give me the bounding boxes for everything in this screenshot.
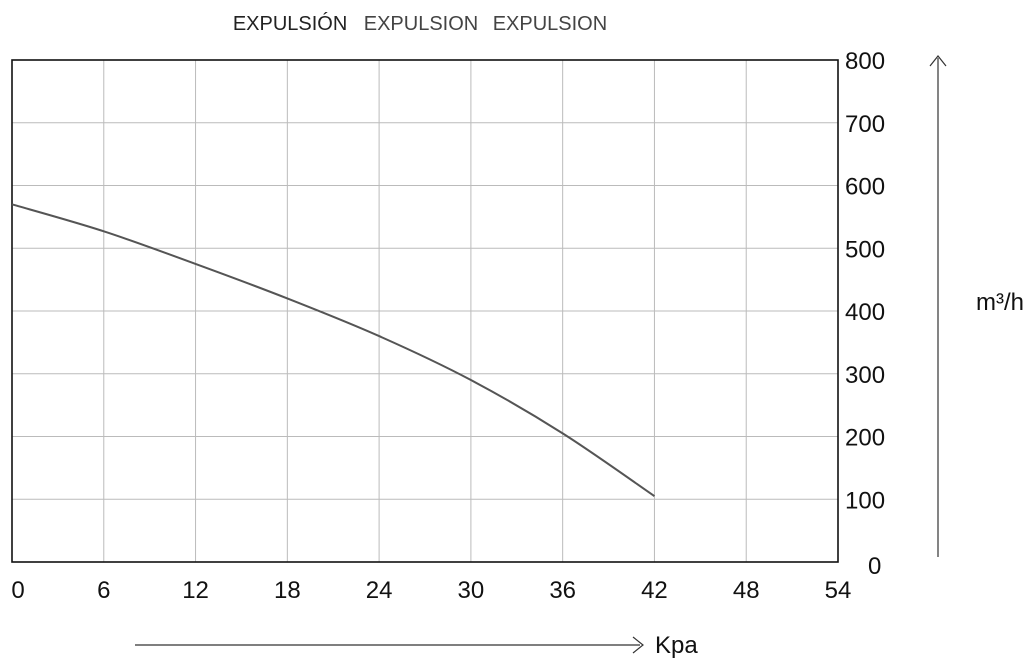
x-tick-label-12: 12	[182, 577, 209, 604]
x-tick-labels: 0 6 12 18 24 30 36 42 48 54	[11, 577, 851, 604]
x-tick-label-6: 6	[97, 577, 110, 604]
plot-frame	[11, 59, 839, 563]
x-axis-label: Kpa	[655, 632, 698, 659]
x-tick-label-42: 42	[641, 577, 668, 604]
x-tick-label-36: 36	[549, 577, 576, 604]
title-part-1: EXPULSIÓN	[233, 12, 347, 35]
x-tick-label-48: 48	[733, 577, 760, 604]
x-axis-arrow-head	[632, 636, 644, 654]
y-tick-label-300: 300	[845, 362, 885, 389]
series-line-0	[11, 203, 656, 497]
x-tick-label-24: 24	[366, 577, 393, 604]
y-tick-labels: 0 100 200 300 400 500 600 700 800	[845, 48, 885, 580]
chart-title: EXPULSIÓN EXPULSION EXPULSION	[233, 12, 607, 35]
y-tick-label-400: 400	[845, 299, 885, 326]
y-tick-label-200: 200	[845, 425, 885, 452]
x-tick-label-30: 30	[458, 577, 485, 604]
series-group	[11, 203, 656, 497]
y-tick-label-800: 800	[845, 48, 885, 75]
y-tick-label-600: 600	[845, 174, 885, 201]
x-tick-label-0: 0	[11, 577, 24, 604]
y-tick-label-700: 700	[845, 111, 885, 138]
x-tick-label-54: 54	[825, 577, 852, 604]
y-axis-label: m³/h	[976, 289, 1024, 316]
y-tick-label-500: 500	[845, 236, 885, 263]
y-tick-label-100: 100	[845, 487, 885, 514]
title-part-2: EXPULSION	[364, 13, 478, 35]
y-tick-label-0: 0	[868, 553, 881, 580]
grid-lines	[12, 60, 838, 562]
x-tick-label-18: 18	[274, 577, 301, 604]
y-axis-arrow-head	[929, 55, 947, 67]
title-part-3: EXPULSION	[493, 13, 607, 35]
